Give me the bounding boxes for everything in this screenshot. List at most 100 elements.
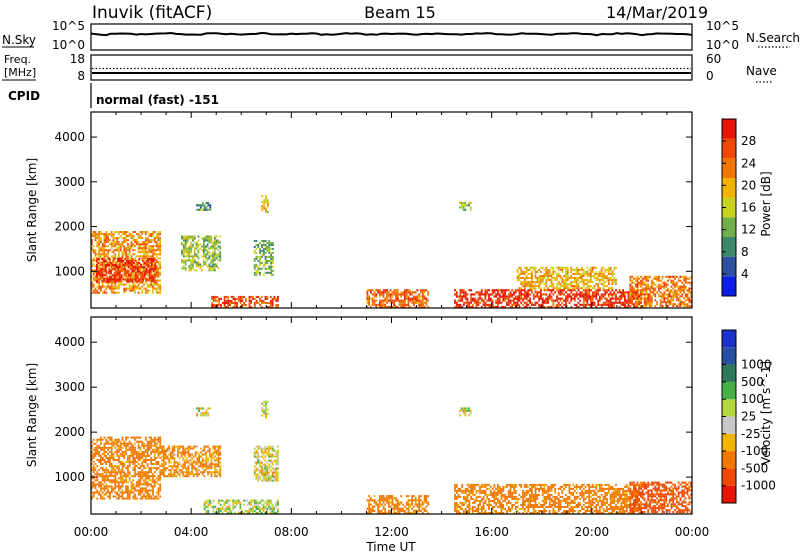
power-cell-0 [100, 241, 102, 244]
velocity-cell-0 [123, 471, 126, 474]
power-cell-0 [146, 289, 149, 292]
power-cell-11 [631, 287, 633, 290]
velocity-cell-0 [92, 469, 95, 472]
power-cell-9 [568, 283, 571, 286]
velocity-cell-0 [146, 497, 149, 500]
power-cell-8 [590, 289, 592, 292]
power-cell-9 [604, 277, 607, 279]
power-cell-6 [263, 201, 266, 204]
power-cell-0 [110, 263, 113, 266]
velocity-cell-5 [265, 414, 267, 417]
velocity-cell-2 [205, 509, 208, 512]
power-cell-0 [116, 237, 118, 240]
power-cell-1 [149, 270, 151, 273]
power-cell-2 [203, 261, 205, 264]
power-cell-3 [271, 304, 274, 306]
power-cell-8 [472, 305, 474, 308]
velocity-cell-6 [371, 499, 374, 502]
power-cell-11 [636, 277, 639, 280]
power-cell-0 [94, 275, 97, 278]
power-cell-3 [266, 295, 269, 298]
power-cell-1 [145, 259, 148, 262]
velocity-cell-1 [210, 467, 213, 470]
power-cell-11 [658, 279, 660, 282]
power-cell-2 [215, 243, 218, 246]
power-cell-1 [103, 274, 105, 277]
power-cell-1 [140, 274, 142, 277]
power-cell-3 [241, 299, 244, 302]
power-cell-0 [132, 239, 135, 242]
power-cell-11 [641, 287, 644, 290]
power-cell-2 [210, 241, 213, 244]
velocity-cell-0 [150, 463, 153, 465]
power-cell-1 [99, 270, 102, 273]
power-cell-9 [581, 275, 583, 277]
power-cell-8 [582, 303, 585, 306]
velocity-cell-0 [155, 450, 158, 453]
power-cell-4 [255, 257, 258, 260]
velocity-cell-0 [116, 473, 118, 476]
power-cell-4 [261, 249, 263, 252]
velocity-cell-2 [234, 499, 236, 502]
power-cell-2 [193, 241, 196, 244]
velocity-cell-0 [123, 473, 126, 476]
velocity-cell-0 [139, 440, 142, 443]
velocity-cell-1 [205, 453, 208, 456]
velocity-cell-0 [127, 491, 129, 494]
velocity-cell-0 [153, 438, 156, 441]
power-cell-9 [573, 268, 576, 271]
power-cell-1 [117, 257, 119, 260]
power-cell-0 [92, 257, 95, 260]
velocity-cell-3 [257, 459, 260, 462]
power-cell-2 [190, 259, 193, 262]
power-cell-0 [155, 241, 158, 244]
velocity-cell-1 [219, 471, 222, 474]
power-cell-3 [264, 295, 267, 298]
nsearch-tick-bottom: 10^0 [706, 38, 739, 52]
power-cell-0 [109, 275, 111, 278]
power-cell-0 [128, 233, 131, 236]
velocity-cell-0 [112, 440, 115, 443]
velocity-cell-1 [219, 467, 222, 470]
power-cell-0 [130, 233, 133, 236]
velocity-cell-6 [387, 501, 390, 504]
power-cell-9 [547, 287, 549, 290]
power-cell-11 [668, 275, 671, 278]
power-cell-8 [516, 303, 519, 306]
power-cell-9 [593, 287, 596, 290]
power-cell-11 [631, 295, 633, 298]
power-cell-0 [100, 253, 102, 256]
power-cell-8 [607, 303, 610, 306]
velocity-cell-0 [112, 487, 115, 490]
power-cell-7 [386, 297, 388, 300]
power-cell-8 [502, 293, 505, 296]
power-cell-0 [91, 239, 93, 242]
velocity-cell-2 [248, 501, 251, 504]
power-cell-0 [103, 261, 106, 264]
power-cell-11 [690, 283, 692, 286]
power-cell-8 [577, 293, 580, 296]
power-cell-11 [636, 299, 639, 302]
power-cell-11 [663, 295, 666, 298]
velocity-cell-0 [112, 495, 115, 498]
power-cell-7 [393, 289, 396, 292]
power-cell-2 [215, 239, 218, 242]
power-cell-8 [593, 293, 596, 296]
velocity-cell-0 [112, 457, 115, 459]
velocity-cell-2 [246, 499, 249, 502]
velocity-cell-2 [203, 503, 206, 506]
power-cell-9 [579, 277, 582, 279]
power-cell-9 [595, 266, 598, 269]
velocity-cell-0 [119, 479, 122, 482]
power-cell-2 [192, 239, 194, 242]
power-cell-7 [384, 305, 387, 308]
power-cell-0 [112, 257, 115, 260]
power-cell-9 [529, 277, 531, 279]
power-cell-0 [150, 249, 153, 252]
power-cell-1 [136, 274, 139, 277]
power-cell-9 [518, 277, 521, 279]
velocity-cell-0 [103, 471, 106, 474]
velocity-cell-0 [139, 497, 142, 500]
power-cell-3 [218, 297, 221, 300]
velocity-cell-6 [377, 505, 379, 508]
